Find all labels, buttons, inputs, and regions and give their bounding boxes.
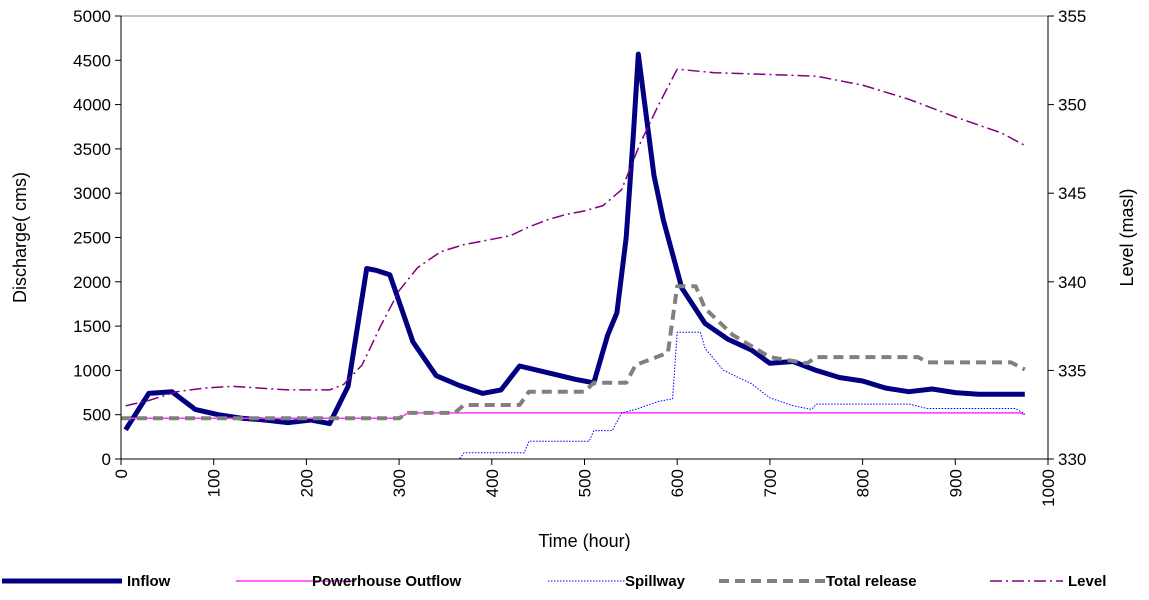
legend-label: Inflow bbox=[127, 573, 171, 590]
legend-label: Level bbox=[1068, 573, 1106, 590]
y-tick-label: 3500 bbox=[73, 140, 111, 159]
legend-label: Powerhouse Outflow bbox=[312, 573, 462, 590]
legend-item: Spillway bbox=[548, 573, 686, 590]
x-tick-label: 500 bbox=[576, 469, 595, 497]
y2-tick-label: 335 bbox=[1058, 361, 1086, 380]
series-line-inflow bbox=[123, 51, 1025, 432]
y2-tick-label: 355 bbox=[1058, 7, 1086, 26]
y-tick-label: 2500 bbox=[73, 229, 111, 248]
x-tick-label: 100 bbox=[205, 469, 224, 497]
legend-item: Level bbox=[990, 573, 1106, 590]
legend-item: Inflow bbox=[2, 573, 171, 590]
x-tick-label: 200 bbox=[297, 469, 316, 497]
x-tick-label: 400 bbox=[483, 469, 502, 497]
x-tick-label: 0 bbox=[112, 469, 131, 478]
series-line-total-release bbox=[121, 284, 1026, 421]
y2-tick-label: 330 bbox=[1058, 450, 1086, 469]
legend-item: Powerhouse Outflow bbox=[236, 573, 462, 590]
y2-tick-label: 345 bbox=[1058, 184, 1086, 203]
y2-tick-label: 350 bbox=[1058, 96, 1086, 115]
series-line-spillway bbox=[121, 331, 1026, 460]
axes-layer: 0500100015002000250030003500400045005000… bbox=[73, 7, 1086, 507]
legend-label: Spillway bbox=[625, 573, 686, 590]
x-tick-label: 900 bbox=[946, 469, 965, 497]
x-tick-label: 1000 bbox=[1039, 469, 1058, 507]
series-line-powerhouse-outflow bbox=[121, 412, 1026, 419]
y-tick-label: 5000 bbox=[73, 7, 111, 26]
series-layer bbox=[121, 51, 1026, 460]
y-tick-label: 4000 bbox=[73, 96, 111, 115]
y-tick-label: 1000 bbox=[73, 361, 111, 380]
legend-item: Total release bbox=[719, 573, 917, 590]
y2-axis-title: Level (masl) bbox=[1117, 188, 1137, 286]
legend: Inflow Powerhouse Outflow Spillway Total re… bbox=[2, 573, 1106, 590]
y2-tick-label: 340 bbox=[1058, 273, 1086, 292]
x-tick-label: 600 bbox=[668, 469, 687, 497]
series-line-level bbox=[125, 68, 1026, 407]
x-tick-label: 800 bbox=[854, 469, 873, 497]
y-axis-title: Discharge( cms) bbox=[10, 172, 30, 303]
y-tick-label: 2000 bbox=[73, 273, 111, 292]
x-axis-title: Time (hour) bbox=[538, 531, 630, 551]
x-tick-label: 700 bbox=[761, 469, 780, 497]
x-tick-label: 300 bbox=[390, 469, 409, 497]
y-tick-label: 500 bbox=[83, 406, 111, 425]
y-tick-label: 1500 bbox=[73, 317, 111, 336]
y-tick-label: 4500 bbox=[73, 51, 111, 70]
legend-label: Total release bbox=[826, 573, 917, 590]
y-tick-label: 3000 bbox=[73, 184, 111, 203]
y-tick-label: 0 bbox=[102, 450, 111, 469]
